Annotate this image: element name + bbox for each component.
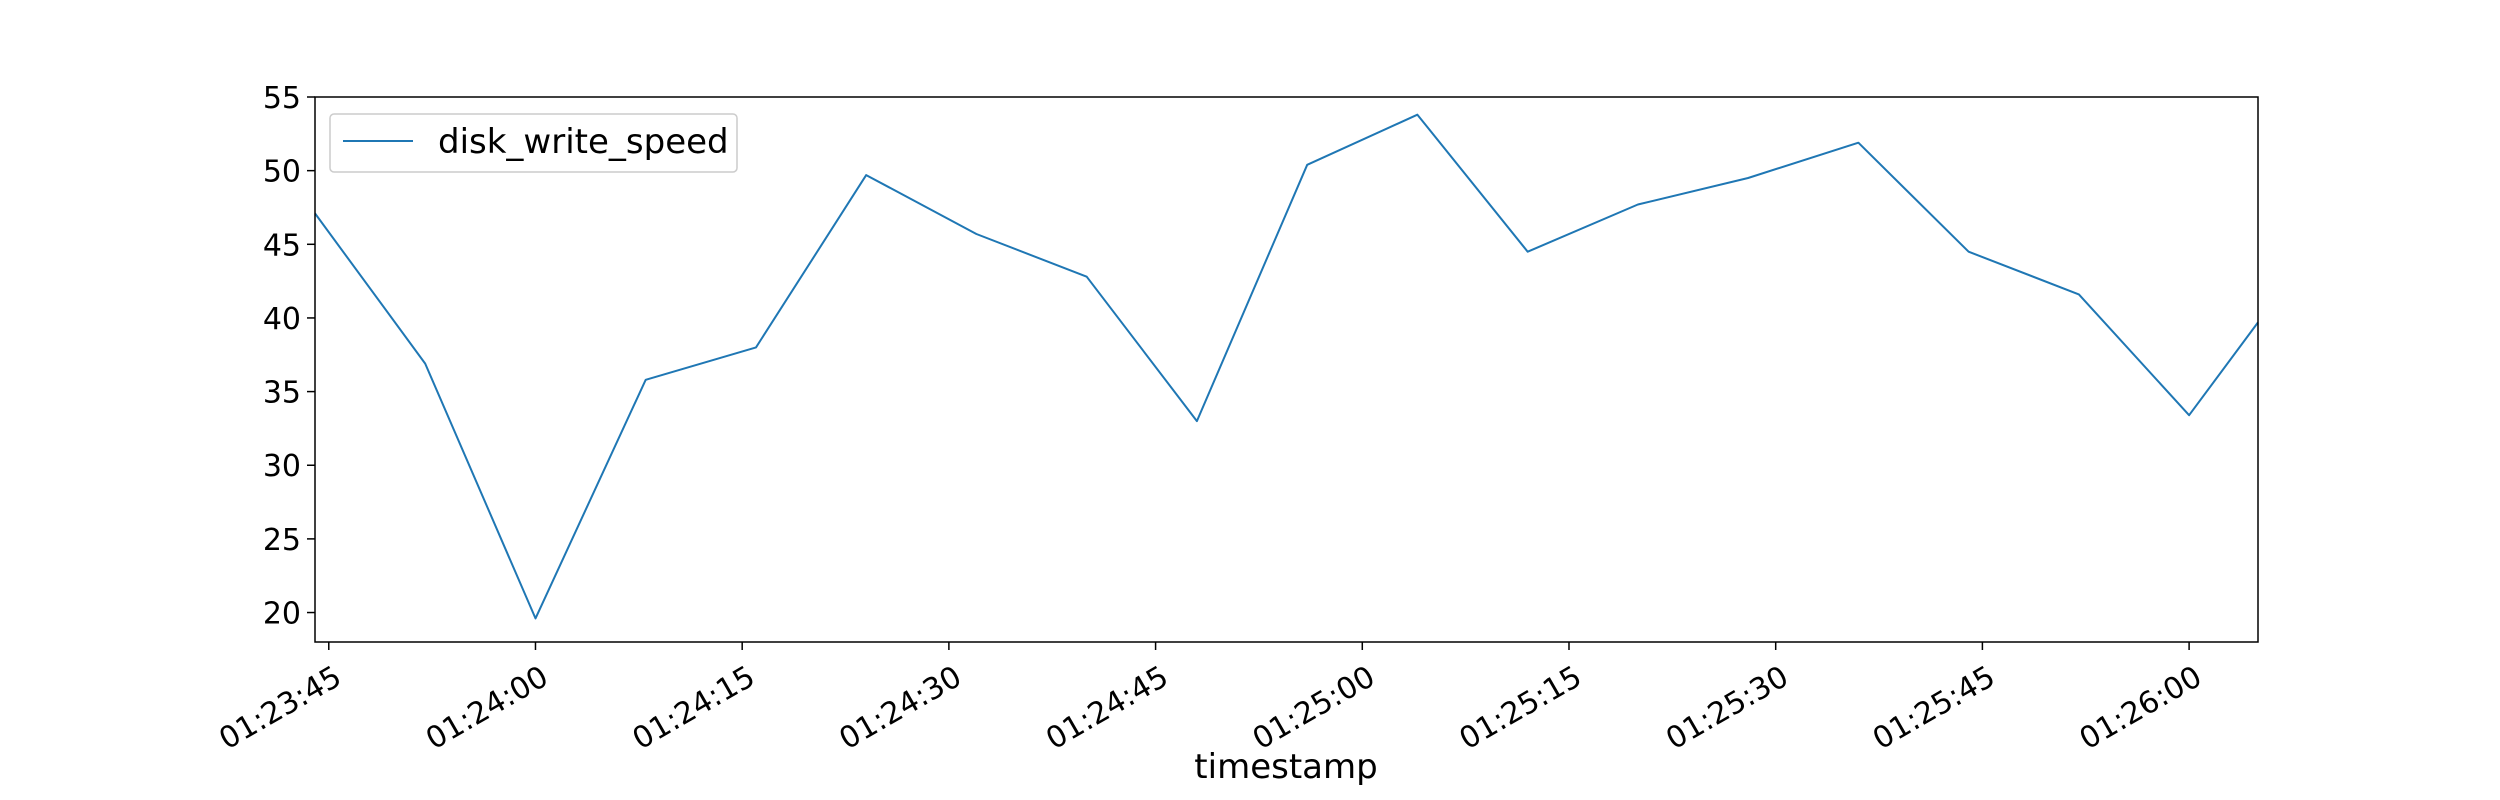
y-tick-label: 50 <box>263 155 301 190</box>
x-tick-label: 01:25:15 <box>1454 659 1588 757</box>
y-tick-label: 25 <box>263 523 301 558</box>
y-tick-label: 35 <box>263 376 301 411</box>
x-tick-label: 01:25:00 <box>1247 659 1381 757</box>
y-tick-label: 30 <box>263 449 301 484</box>
plot-frame <box>314 96 2259 643</box>
x-tick-label: 01:24:15 <box>627 659 761 757</box>
y-axis: 20 25 30 35 40 45 50 55 <box>263 81 315 632</box>
x-tick-label: 01:24:00 <box>420 659 554 757</box>
x-tick-label: 01:25:45 <box>1867 659 2001 757</box>
y-tick-label: 40 <box>263 302 301 337</box>
legend-entry: disk_write_speed <box>438 122 729 162</box>
x-tick-label: 01:25:30 <box>1660 659 1794 757</box>
x-tick-label: 01:24:30 <box>833 659 967 757</box>
y-tick-label: 20 <box>263 597 301 632</box>
series-line-0 <box>314 113 2259 620</box>
x-tick-label: 01:23:45 <box>213 659 347 757</box>
legend-box <box>329 113 738 173</box>
y-tick-label: 55 <box>263 81 301 116</box>
x-tick-label: 01:24:45 <box>1040 659 1174 757</box>
legend: disk_write_speed <box>329 113 738 173</box>
x-axis-title: timestamp <box>1194 747 1377 787</box>
plot-area <box>314 113 2259 620</box>
x-axis: 01:23:45 01:24:00 01:24:15 01:24:30 01:24:45… <box>213 642 2208 757</box>
x-tick-label: 01:26:00 <box>2074 659 2208 757</box>
y-tick-label: 45 <box>263 228 301 263</box>
